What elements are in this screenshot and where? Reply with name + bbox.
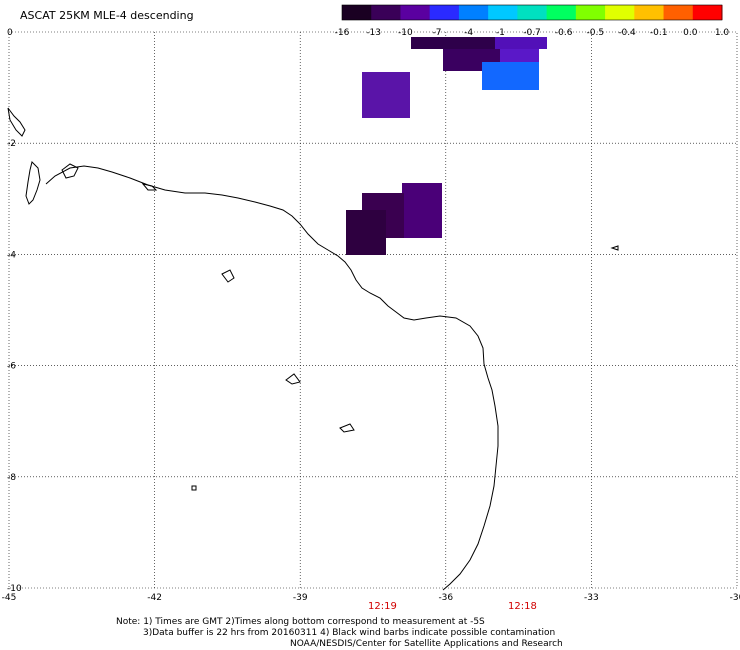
y-tick-label: -2 [7, 139, 16, 149]
colorbar-tick-label: -4 [464, 28, 473, 38]
colorbar-tick-label: -0.1 [650, 28, 668, 38]
colorbar-tick-label: -0.4 [618, 28, 636, 38]
colorbar-swatch [517, 5, 548, 20]
swath-cell [346, 210, 386, 255]
x-tick-label: -36 [438, 593, 453, 603]
colorbar-tick-label: 1.0 [715, 28, 730, 38]
y-axis-labels: 0 -2 -4 -6 -8 -10 [7, 28, 22, 594]
colorbar-tick-label: -16 [335, 28, 350, 38]
swath-cell [482, 62, 539, 90]
wind-swath [346, 37, 547, 255]
swath-cell [500, 49, 539, 63]
time-label-2: 12:18 [508, 601, 537, 612]
y-tick-label: -6 [7, 362, 16, 372]
swath-cell [402, 183, 442, 238]
colorbar-swatch [371, 5, 401, 20]
colorbar-swatch [634, 5, 665, 20]
colorbar-swatch [488, 5, 518, 20]
x-tick-label: -42 [147, 593, 162, 603]
x-tick-label: -45 [2, 593, 17, 603]
colorbar-border [341, 4, 723, 21]
colorbar-swatch [342, 5, 372, 20]
y-tick-label: -10 [7, 584, 22, 594]
colorbar-labels: -16 -13 -10 -7 -4 -1 -0.7 -0.6 -0.5 -0.4 -0.1 0.0 1.… [335, 28, 730, 38]
x-tick-label: -39 [293, 593, 308, 603]
colorbar-tick-label: -1 [496, 28, 505, 38]
colorbar-swatch [663, 5, 694, 20]
swath-cell [362, 72, 410, 118]
y-tick-label: -4 [7, 250, 16, 260]
colorbar-tick-label: -13 [366, 28, 381, 38]
y-tick-label: -8 [7, 473, 16, 483]
time-label-1: 12:19 [368, 601, 397, 612]
plot-frame [8, 31, 738, 589]
colorbar-swatch [429, 5, 460, 20]
map-title: ASCAT 25KM MLE-4 descending [20, 9, 194, 22]
colorbar-tick-label: 0.0 [683, 28, 698, 38]
y-tick-label: 0 [7, 28, 13, 38]
colorbar-tick-label: -0.5 [587, 28, 605, 38]
colorbar-tick-label: -0.6 [555, 28, 573, 38]
note-line-3: NOAA/NESDIS/Center for Satellite Applica… [290, 639, 563, 649]
colorbar-swatch [575, 5, 606, 20]
colorbar-swatch [605, 5, 635, 20]
colorbar-swatch [458, 5, 489, 20]
note-line-1: Note: 1) Times are GMT 2)Times along bot… [116, 617, 485, 627]
colorbar-swatch [400, 5, 431, 20]
colorbar-swatch [692, 5, 723, 20]
colorbar-tick-label: -10 [398, 28, 413, 38]
swath-cell [495, 37, 547, 49]
x-tick-label: -33 [584, 593, 599, 603]
note-line-2: 3)Data buffer is 22 hrs from 20160311 4)… [143, 628, 556, 638]
colorbar-swatch [546, 5, 577, 20]
colorbar [341, 4, 723, 21]
x-axis-labels: -45 -42 -39 -36 -33 -30 [2, 593, 740, 603]
x-tick-label: -30 [730, 593, 740, 603]
colorbar-tick-label: -0.7 [523, 28, 541, 38]
colorbar-tick-label: -7 [433, 28, 442, 38]
coastline [7, 107, 619, 591]
